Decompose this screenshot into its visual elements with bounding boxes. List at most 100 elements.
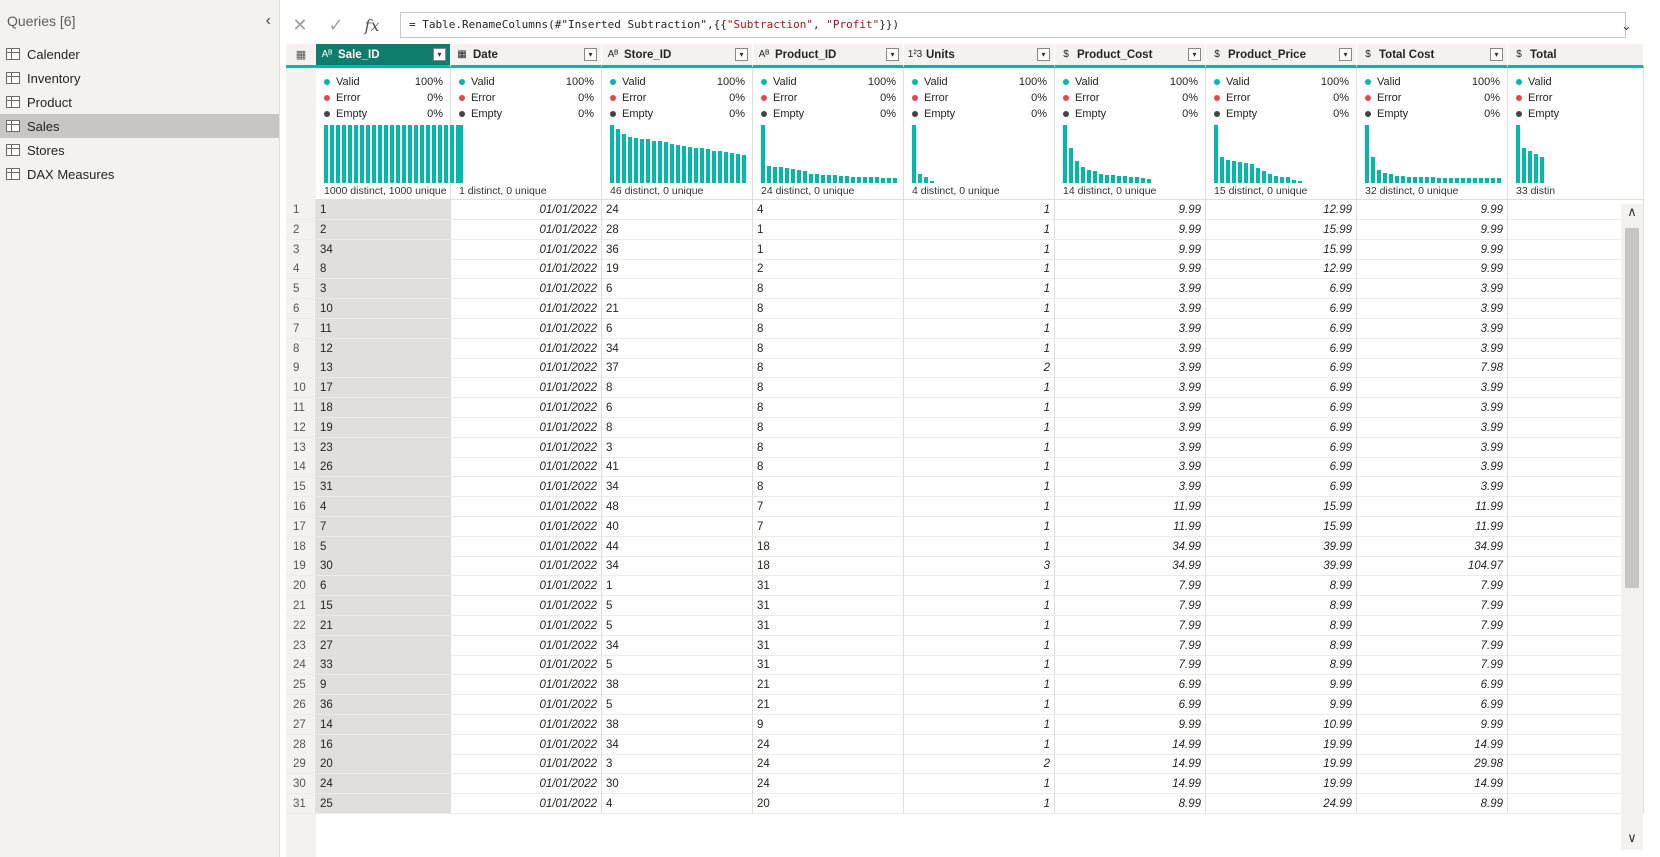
histogram-bar[interactable] <box>372 125 376 183</box>
table-cell[interactable]: 1 <box>904 437 1055 458</box>
histogram-bar[interactable] <box>1268 174 1272 183</box>
table-cell[interactable]: 34.99 <box>1055 536 1206 557</box>
table-cell[interactable]: 17 <box>316 378 451 399</box>
scroll-up-icon[interactable]: ∧ <box>1627 204 1637 219</box>
histogram-bar[interactable] <box>839 176 843 183</box>
histogram-bar[interactable] <box>646 139 650 183</box>
histogram-bar[interactable] <box>857 177 861 183</box>
table-cell[interactable]: 34 <box>602 477 753 498</box>
table-cell[interactable]: 01/01/2022 <box>451 477 602 498</box>
table-cell[interactable]: 24.99 <box>1206 794 1357 814</box>
vertical-scrollbar[interactable]: ∧ ∨ <box>1621 204 1643 850</box>
histogram-bar[interactable] <box>1497 178 1501 183</box>
histogram-bar[interactable] <box>930 181 934 183</box>
histogram-bar[interactable] <box>1431 177 1435 183</box>
table-cell[interactable]: 24 <box>753 734 904 755</box>
histogram-bar[interactable] <box>444 125 448 183</box>
histogram-bar[interactable] <box>676 145 680 183</box>
table-cell[interactable]: 01/01/2022 <box>451 794 602 814</box>
table-cell[interactable]: 16 <box>316 734 451 755</box>
table-cell[interactable]: 1 <box>904 378 1055 399</box>
table-cell[interactable]: 34.99 <box>1357 536 1508 557</box>
histogram-bar[interactable] <box>694 148 698 183</box>
table-cell-truncated[interactable] <box>1508 615 1644 636</box>
table-cell[interactable]: 3.99 <box>1055 318 1206 339</box>
histogram-bar[interactable] <box>628 137 632 183</box>
table-cell[interactable]: 8 <box>753 417 904 438</box>
histogram-bar[interactable] <box>803 171 807 183</box>
histogram-bar[interactable] <box>1111 175 1115 183</box>
histogram-bar[interactable] <box>622 134 626 183</box>
table-cell-truncated[interactable] <box>1508 358 1644 379</box>
table-cell[interactable]: 7.99 <box>1055 655 1206 676</box>
table-cell[interactable]: 01/01/2022 <box>451 734 602 755</box>
histogram-bar[interactable] <box>682 146 686 183</box>
table-cell-truncated[interactable] <box>1508 754 1644 775</box>
table-cell[interactable]: 48 <box>602 497 753 517</box>
table-cell[interactable]: 7.99 <box>1357 615 1508 636</box>
table-cell[interactable]: 7 <box>316 516 451 537</box>
table-cell-truncated[interactable] <box>1508 259 1644 280</box>
row-number[interactable]: 21 <box>286 596 316 616</box>
table-cell-truncated[interactable] <box>1508 734 1644 755</box>
table-cell[interactable]: 44 <box>602 536 753 557</box>
table-cell-truncated[interactable] <box>1508 398 1644 418</box>
histogram-bar[interactable] <box>845 176 849 183</box>
table-cell[interactable]: 6.99 <box>1206 477 1357 498</box>
type-currency-icon[interactable]: $ <box>1063 49 1069 60</box>
table-cell-truncated[interactable] <box>1508 338 1644 359</box>
table-cell[interactable]: 31 <box>753 635 904 656</box>
table-cell[interactable]: 01/01/2022 <box>451 398 602 418</box>
histogram-bar[interactable] <box>610 125 614 183</box>
table-cell[interactable]: 3.99 <box>1055 378 1206 399</box>
column-header-sale-id[interactable]: Aᴮ Sale_ID ▾ <box>316 44 451 68</box>
histogram-bar[interactable] <box>718 151 722 183</box>
table-cell[interactable]: 15.99 <box>1206 497 1357 517</box>
histogram-bar[interactable] <box>456 125 460 183</box>
table-cell[interactable]: 1 <box>904 338 1055 359</box>
column-filter-dropdown-icon[interactable]: ▾ <box>886 48 899 61</box>
row-number[interactable]: 3 <box>286 239 316 260</box>
histogram-bar[interactable] <box>1280 177 1284 183</box>
row-number[interactable]: 31 <box>286 794 316 814</box>
table-cell[interactable]: 14.99 <box>1357 774 1508 795</box>
histogram-bar[interactable] <box>1491 178 1495 183</box>
collapse-panel-icon[interactable]: ‹ <box>265 12 271 29</box>
table-cell[interactable]: 9.99 <box>1055 259 1206 280</box>
histogram-bar[interactable] <box>887 178 891 183</box>
query-item-sales[interactable]: Sales <box>0 114 279 138</box>
row-number[interactable]: 17 <box>286 516 316 537</box>
table-cell[interactable]: 7.99 <box>1357 655 1508 676</box>
table-cell[interactable]: 01/01/2022 <box>451 675 602 696</box>
table-cell[interactable]: 6.99 <box>1206 299 1357 319</box>
histogram-bar[interactable] <box>869 177 873 183</box>
table-cell[interactable]: 18 <box>753 536 904 557</box>
table-cell[interactable]: 3.99 <box>1055 398 1206 418</box>
scroll-down-icon[interactable]: ∨ <box>1627 830 1637 845</box>
row-number[interactable]: 27 <box>286 714 316 735</box>
table-cell[interactable]: 19.99 <box>1206 754 1357 775</box>
table-cell[interactable]: 8 <box>753 378 904 399</box>
histogram-bar[interactable] <box>1220 157 1224 183</box>
histogram-bar[interactable] <box>1534 154 1538 183</box>
fx-icon[interactable]: fx <box>364 15 380 35</box>
histogram-bar[interactable] <box>827 175 831 183</box>
histogram-bar[interactable] <box>670 144 674 183</box>
table-cell[interactable]: 7.99 <box>1055 635 1206 656</box>
table-cell[interactable]: 7.99 <box>1357 635 1508 656</box>
row-number[interactable]: 16 <box>286 497 316 517</box>
table-cell[interactable]: 7.99 <box>1055 596 1206 616</box>
table-cell[interactable]: 14.99 <box>1055 774 1206 795</box>
table-cell[interactable]: 8.99 <box>1206 615 1357 636</box>
table-cell[interactable]: 3.99 <box>1357 437 1508 458</box>
table-cell[interactable]: 5 <box>602 615 753 636</box>
table-cell[interactable]: 8 <box>753 477 904 498</box>
column-filter-dropdown-icon[interactable]: ▾ <box>1188 48 1201 61</box>
histogram-bar[interactable] <box>396 125 400 183</box>
table-cell[interactable]: 31 <box>753 576 904 597</box>
table-cell[interactable]: 31 <box>753 655 904 676</box>
histogram-bar[interactable] <box>1105 175 1109 183</box>
table-cell-truncated[interactable] <box>1508 417 1644 438</box>
table-cell[interactable]: 23 <box>316 437 451 458</box>
table-cell[interactable]: 6.99 <box>1206 437 1357 458</box>
